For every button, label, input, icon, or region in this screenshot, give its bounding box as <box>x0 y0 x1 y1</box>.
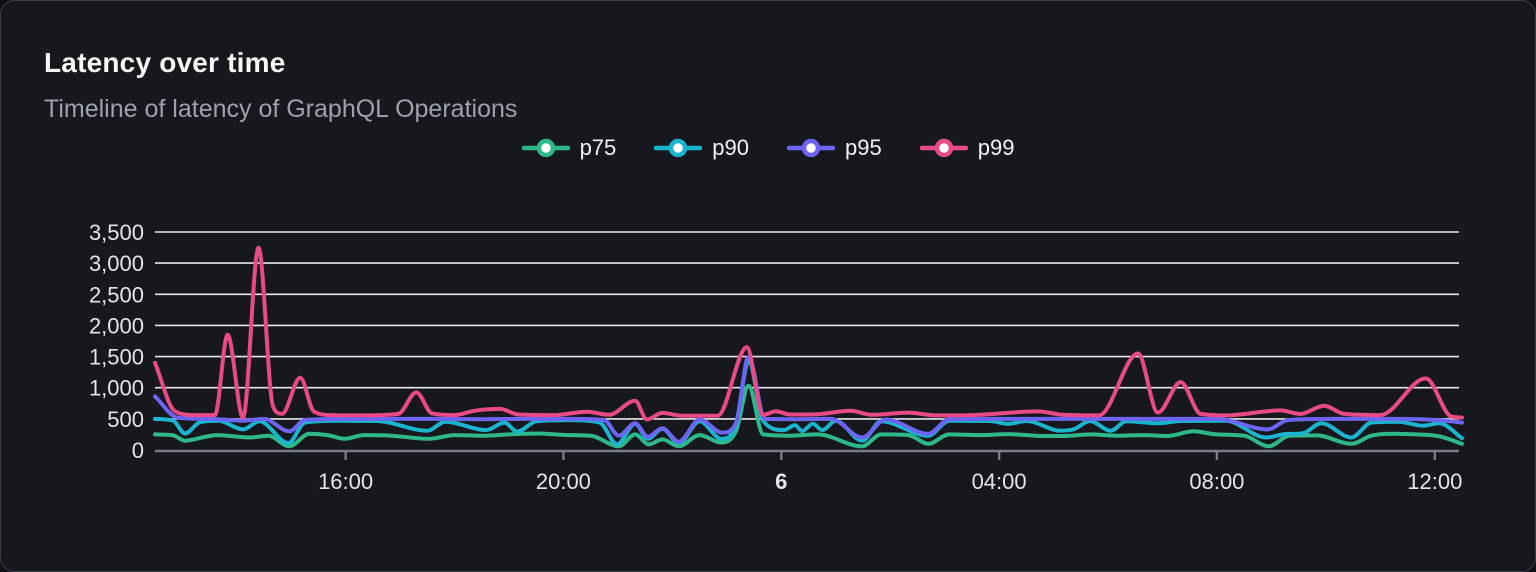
legend-item-p75[interactable]: p75 <box>521 135 617 161</box>
x-tick-label: 04:00 <box>972 469 1027 494</box>
x-axis-labels: 16:00 20:00 6 04:00 08:00 12:00 <box>318 469 1462 494</box>
y-tick-label: 3,000 <box>89 251 144 276</box>
legend-item-p95[interactable]: p95 <box>787 135 882 161</box>
series-p75-line <box>153 383 1464 449</box>
y-tick-label: 500 <box>107 407 144 432</box>
legend-marker-p90 <box>654 138 703 158</box>
chart-legend: p75 p90 p95 p99 <box>1 135 1535 161</box>
x-tick-label: 20:00 <box>536 469 591 494</box>
page-subtitle: Timeline of latency of GraphQL Operation… <box>44 95 518 123</box>
legend-label-p95: p95 <box>845 135 882 160</box>
x-tick-label: 16:00 <box>318 469 373 494</box>
x-tick-label: 12:00 <box>1407 469 1462 494</box>
legend-marker-p75 <box>521 138 570 158</box>
x-axis <box>155 449 1459 460</box>
y-tick-label: 1,000 <box>89 376 144 401</box>
x-tick-label: 6 <box>775 469 787 494</box>
series-p90-line <box>153 358 1464 447</box>
legend-marker-p99 <box>919 138 968 158</box>
series-p99-line <box>153 245 1464 422</box>
legend-item-p90[interactable]: p90 <box>654 135 749 161</box>
legend-item-p99[interactable]: p99 <box>919 135 1015 161</box>
y-tick-label: 0 <box>132 438 144 463</box>
y-tick-label: 3,500 <box>89 220 144 245</box>
y-tick-label: 1,500 <box>89 345 144 370</box>
y-axis-labels: 0 500 1,000 1,500 2,000 2,500 3,000 3,500 <box>89 220 144 463</box>
legend-label-p99: p99 <box>977 135 1015 160</box>
series-p95-line <box>153 354 1464 444</box>
legend-marker-p95 <box>787 138 835 158</box>
x-tick-label: 08:00 <box>1189 469 1244 494</box>
y-tick-label: 2,500 <box>89 282 144 307</box>
y-tick-label: 2,000 <box>89 313 144 338</box>
legend-label-p75: p75 <box>579 135 617 160</box>
chart-header: Latency over time Timeline of latency of… <box>44 47 517 124</box>
legend-label-p90: p90 <box>712 135 749 160</box>
y-gridlines <box>155 231 1459 420</box>
page-title: Latency over time <box>44 47 286 78</box>
